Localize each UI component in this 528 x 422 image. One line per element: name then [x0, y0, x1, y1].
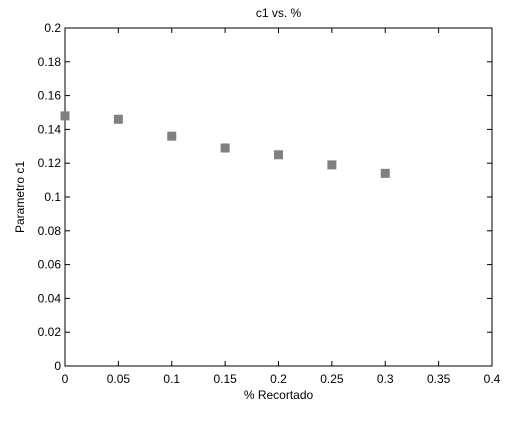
y-tick-label: 0.06	[38, 258, 62, 272]
y-tick-label: 0.08	[38, 224, 62, 238]
y-tick-label: 0.18	[38, 55, 62, 69]
data-point	[220, 143, 230, 153]
x-tick-label: 0	[62, 372, 69, 386]
y-tick-label: 0.04	[38, 291, 62, 305]
x-axis-label: % Recortado	[244, 388, 314, 402]
y-axis-ticks: 0 0.02 0.04 0.06 0.08 0.1 0.12 0.14 0.16 0.18 0.2	[38, 21, 492, 373]
x-tick-label: 0.2	[270, 372, 287, 386]
x-tick-label: 0.35	[427, 372, 451, 386]
data-point	[113, 114, 123, 124]
plot-area	[64, 27, 493, 367]
y-tick-label: 0.02	[38, 325, 62, 339]
data-points	[60, 111, 390, 178]
x-tick-label: 0.1	[163, 372, 180, 386]
data-point	[327, 160, 337, 170]
x-axis-ticks: 0 0.05 0.1 0.15 0.2 0.25 0.3 0.35 0.4	[62, 28, 501, 386]
x-tick-label: 0.25	[320, 372, 344, 386]
x-tick-label: 0.3	[377, 372, 394, 386]
y-tick-label: 0.16	[38, 89, 62, 103]
y-tick-label: 0	[54, 359, 61, 373]
y-tick-label: 0.12	[38, 156, 62, 170]
data-point	[167, 131, 177, 141]
y-tick-label: 0.1	[44, 190, 61, 204]
data-point	[274, 150, 283, 160]
data-point	[380, 168, 390, 178]
chart-title: c1 vs. %	[256, 6, 302, 20]
y-tick-label: 0.14	[38, 122, 62, 136]
x-tick-label: 0.15	[213, 372, 237, 386]
y-axis-label: Parametro c1	[13, 161, 27, 233]
data-point	[60, 111, 70, 121]
x-tick-label: 0.4	[484, 372, 501, 386]
x-tick-label: 0.05	[107, 372, 131, 386]
y-tick-label: 0.2	[44, 21, 61, 35]
